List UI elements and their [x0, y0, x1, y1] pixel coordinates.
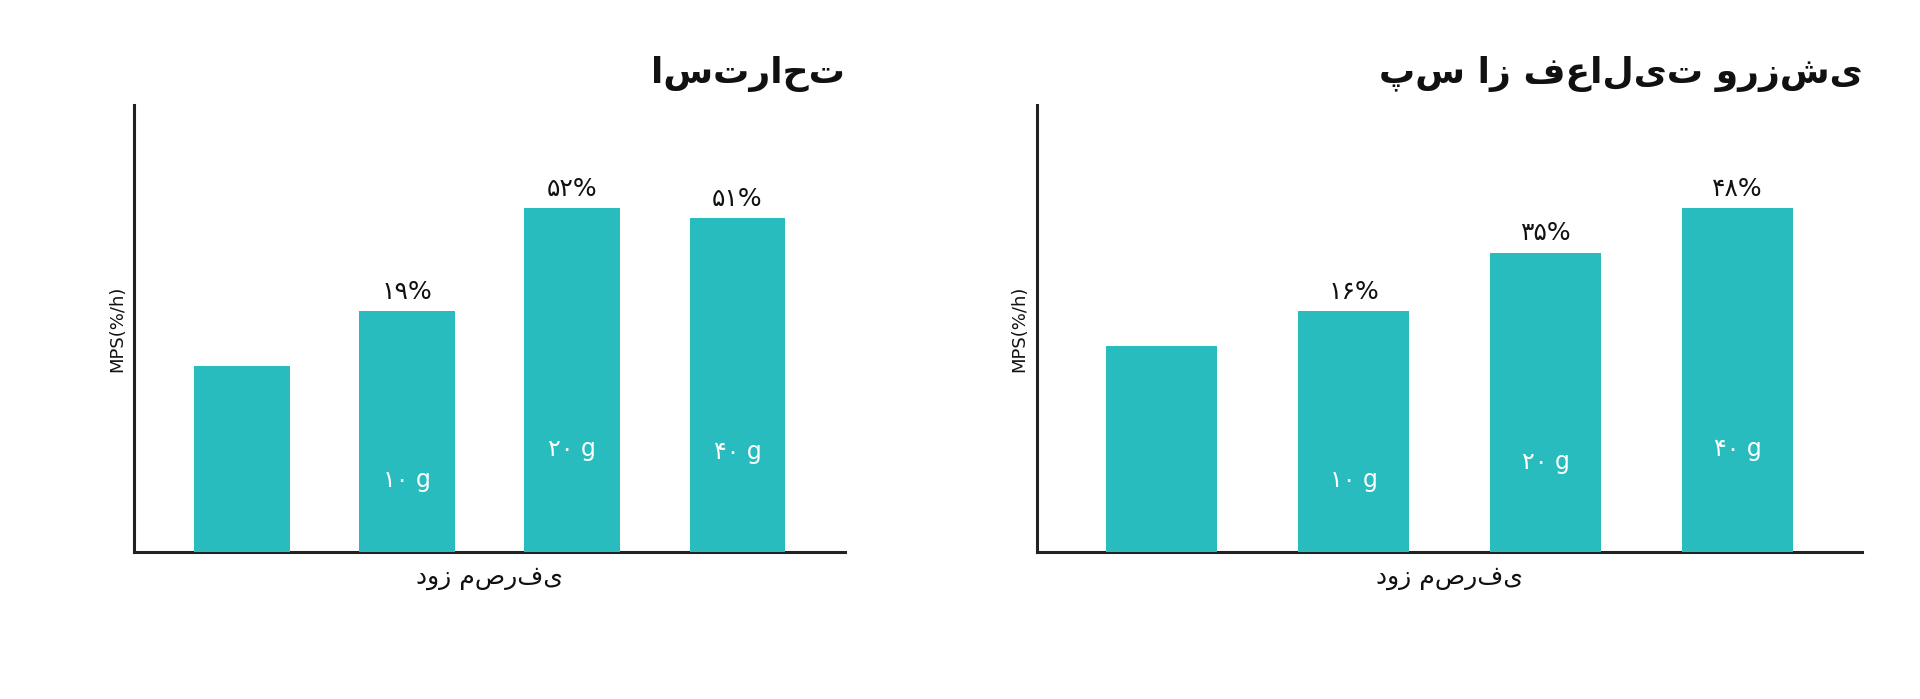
- Text: ۴۰ g: ۴۰ g: [1715, 437, 1761, 461]
- X-axis label: دوز مصرفی: دوز مصرفی: [1377, 566, 1523, 590]
- Text: ۱۶%: ۱۶%: [1329, 280, 1379, 304]
- Text: ۳۵%: ۳۵%: [1521, 222, 1571, 245]
- Text: ۲۰ g: ۲۰ g: [549, 437, 595, 461]
- Bar: [359, 311, 455, 552]
- Text: ۲۰ g: ۲۰ g: [1523, 450, 1569, 475]
- Text: ۴۰ g: ۴۰ g: [714, 440, 762, 464]
- Bar: [1298, 311, 1409, 552]
- Bar: [1490, 253, 1601, 552]
- Text: ۵۱%: ۵۱%: [712, 187, 762, 211]
- Text: mohammadzamani.fit: mohammadzamani.fit: [204, 649, 476, 669]
- Circle shape: [104, 647, 138, 651]
- Y-axis label: MPS(%/h): MPS(%/h): [1010, 285, 1029, 372]
- X-axis label: دوز مصرفی: دوز مصرفی: [417, 566, 563, 590]
- Bar: [524, 208, 620, 552]
- Bar: [1106, 346, 1217, 552]
- Bar: [1682, 208, 1793, 552]
- Text: ۱۰ g: ۱۰ g: [384, 468, 430, 492]
- Bar: [194, 366, 290, 552]
- Text: ۵۲%: ۵۲%: [547, 177, 597, 201]
- Text: استراحت: استراحت: [651, 56, 845, 92]
- Text: ۱۰ g: ۱۰ g: [1331, 468, 1377, 492]
- Text: پس از فعالیت ورزشی: پس از فعالیت ورزشی: [1379, 56, 1862, 92]
- Bar: [689, 218, 785, 552]
- Text: ۱۹%: ۱۹%: [382, 280, 432, 304]
- Text: ۴۸%: ۴۸%: [1713, 177, 1763, 201]
- Y-axis label: MPS(%/h): MPS(%/h): [108, 285, 127, 372]
